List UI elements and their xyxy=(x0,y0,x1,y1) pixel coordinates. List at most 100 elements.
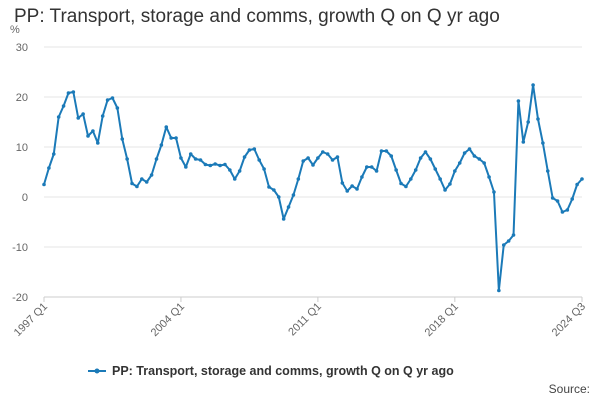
data-point[interactable] xyxy=(91,129,95,133)
data-point[interactable] xyxy=(120,137,124,141)
data-point[interactable] xyxy=(135,185,139,189)
data-point[interactable] xyxy=(399,182,403,186)
data-point[interactable] xyxy=(477,157,481,161)
data-point[interactable] xyxy=(72,90,76,94)
data-point[interactable] xyxy=(566,208,570,212)
data-point[interactable] xyxy=(169,136,173,140)
data-point[interactable] xyxy=(223,163,227,167)
data-point[interactable] xyxy=(448,182,452,186)
data-point[interactable] xyxy=(531,83,535,87)
data-point[interactable] xyxy=(233,177,237,181)
data-point[interactable] xyxy=(331,158,335,162)
data-point[interactable] xyxy=(111,96,115,100)
data-point[interactable] xyxy=(164,125,168,129)
data-point[interactable] xyxy=(394,168,398,172)
data-point[interactable] xyxy=(414,168,418,172)
data-point[interactable] xyxy=(365,165,369,169)
data-point[interactable] xyxy=(419,156,423,160)
data-point[interactable] xyxy=(287,205,291,209)
data-point[interactable] xyxy=(497,289,501,293)
data-point[interactable] xyxy=(130,182,134,186)
data-point[interactable] xyxy=(160,143,164,147)
data-point[interactable] xyxy=(248,148,252,152)
data-point[interactable] xyxy=(375,169,379,173)
data-point[interactable] xyxy=(42,183,46,187)
data-point[interactable] xyxy=(67,91,71,95)
data-point[interactable] xyxy=(341,181,345,185)
data-point[interactable] xyxy=(482,161,486,165)
data-point[interactable] xyxy=(536,117,540,121)
data-point[interactable] xyxy=(238,169,242,173)
data-point[interactable] xyxy=(370,165,374,169)
data-point[interactable] xyxy=(272,188,276,192)
data-point[interactable] xyxy=(350,184,354,188)
data-point[interactable] xyxy=(199,158,203,162)
data-point[interactable] xyxy=(409,177,413,181)
data-point[interactable] xyxy=(463,151,467,155)
data-point[interactable] xyxy=(458,161,462,165)
data-point[interactable] xyxy=(345,189,349,193)
data-point[interactable] xyxy=(86,134,90,138)
data-point[interactable] xyxy=(438,177,442,181)
data-point[interactable] xyxy=(155,157,159,161)
data-point[interactable] xyxy=(575,183,579,187)
data-point[interactable] xyxy=(424,150,428,154)
data-point[interactable] xyxy=(570,197,574,201)
data-point[interactable] xyxy=(81,112,85,116)
data-point[interactable] xyxy=(292,193,296,197)
data-point[interactable] xyxy=(297,177,301,181)
data-point[interactable] xyxy=(76,116,80,120)
legend[interactable]: PP: Transport, storage and comms, growth… xyxy=(88,364,454,378)
data-point[interactable] xyxy=(316,156,320,160)
data-point[interactable] xyxy=(213,162,217,166)
data-point[interactable] xyxy=(106,98,110,102)
data-point[interactable] xyxy=(96,141,100,145)
data-point[interactable] xyxy=(150,173,154,177)
data-point[interactable] xyxy=(116,106,120,110)
data-point[interactable] xyxy=(243,155,247,159)
data-point[interactable] xyxy=(262,167,266,171)
data-point[interactable] xyxy=(282,217,286,221)
data-point[interactable] xyxy=(326,152,330,156)
data-point[interactable] xyxy=(580,177,584,181)
data-point[interactable] xyxy=(453,169,457,173)
data-point[interactable] xyxy=(487,175,491,179)
data-point[interactable] xyxy=(174,136,178,140)
data-point[interactable] xyxy=(57,115,61,119)
data-point[interactable] xyxy=(267,185,271,189)
data-point[interactable] xyxy=(526,120,530,124)
data-point[interactable] xyxy=(380,149,384,153)
data-point[interactable] xyxy=(208,164,212,168)
data-point[interactable] xyxy=(385,149,389,153)
data-point[interactable] xyxy=(473,154,477,158)
data-point[interactable] xyxy=(546,169,550,173)
data-point[interactable] xyxy=(429,157,433,161)
data-point[interactable] xyxy=(541,141,545,145)
data-point[interactable] xyxy=(512,233,516,237)
data-point[interactable] xyxy=(301,159,305,163)
data-point[interactable] xyxy=(194,157,198,161)
data-point[interactable] xyxy=(62,104,66,108)
data-point[interactable] xyxy=(145,180,149,184)
data-point[interactable] xyxy=(502,243,506,247)
data-point[interactable] xyxy=(101,114,105,118)
data-point[interactable] xyxy=(561,210,565,214)
data-point[interactable] xyxy=(507,239,511,243)
data-point[interactable] xyxy=(522,140,526,144)
data-point[interactable] xyxy=(253,147,257,151)
data-point[interactable] xyxy=(355,187,359,191)
data-point[interactable] xyxy=(189,152,193,156)
data-point[interactable] xyxy=(306,156,310,160)
data-point[interactable] xyxy=(443,188,447,192)
data-point[interactable] xyxy=(125,157,129,161)
data-point[interactable] xyxy=(311,163,315,167)
data-point[interactable] xyxy=(556,199,560,203)
data-point[interactable] xyxy=(360,175,364,179)
data-point[interactable] xyxy=(492,190,496,194)
data-point[interactable] xyxy=(433,167,437,171)
data-point[interactable] xyxy=(389,154,393,158)
data-point[interactable] xyxy=(47,166,51,170)
data-point[interactable] xyxy=(52,152,56,156)
data-point[interactable] xyxy=(228,168,232,172)
data-point[interactable] xyxy=(184,165,188,169)
